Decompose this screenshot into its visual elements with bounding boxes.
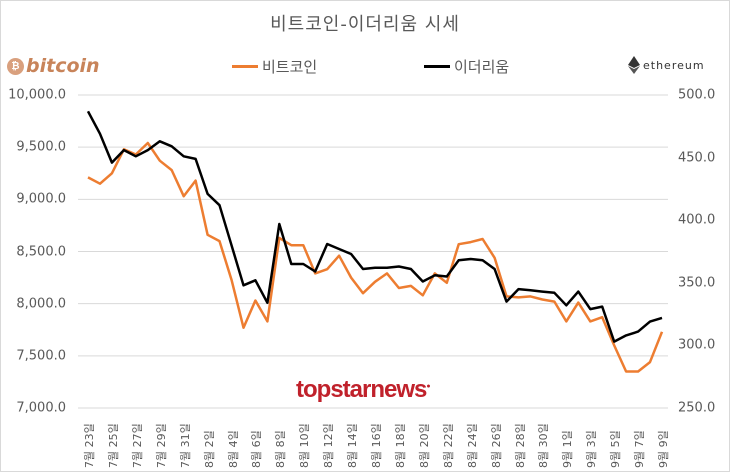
ethereum-logo: ethereum: [628, 56, 705, 74]
x-tick-label: 7월 27일: [130, 423, 144, 468]
bitcoin-coin-icon: ₿: [7, 57, 24, 75]
x-tick-label: 8월 10일: [298, 423, 312, 468]
legend-swatch-btc: [232, 65, 258, 68]
bitcoin-wordmark: bitcoin: [26, 55, 100, 77]
legend-label-eth: 이더리움: [454, 58, 510, 76]
x-tick-label: 8월 16일: [370, 423, 383, 468]
y-left-tick: 9,500.0: [16, 139, 66, 155]
legend-swatch-eth: [424, 65, 450, 68]
x-tick-label: 9월 3일: [585, 430, 599, 468]
x-tick-label: 8월 8일: [274, 430, 288, 468]
y-right-tick: 300.0: [678, 337, 716, 353]
bitcoin-logo: ₿ bitcoin: [7, 55, 100, 77]
x-tick-label: 7월 29일: [154, 423, 168, 468]
btc-line: [87, 141, 664, 373]
y-left-tick: 10,000.0: [8, 87, 66, 103]
x-tick-label: 8월 6일: [250, 430, 264, 468]
y-left-tick: 7,500.0: [16, 348, 66, 364]
x-tick-label: 8월 24일: [465, 423, 479, 468]
x-tick-label: 7월 25일: [106, 423, 120, 468]
x-tick-label: 7월 31일: [178, 423, 192, 468]
x-tick-label: 7월 23일: [83, 423, 96, 468]
x-tick-label: 9월 9일: [657, 430, 670, 468]
chart-title: 비트코인-이더리움 시세: [270, 14, 460, 35]
watermark: topstarnews●: [296, 376, 431, 403]
eth-line: [86, 110, 663, 343]
x-tick-label: 8월 18일: [393, 423, 407, 468]
y-right-tick: 400.0: [678, 212, 716, 228]
y-right-tick: 450.0: [678, 150, 716, 166]
x-tick-label: 9월 1일: [561, 430, 575, 468]
x-tick-label: 8월 2일: [202, 430, 216, 468]
legend-item-eth: 이더리움: [424, 56, 509, 77]
x-tick-label: 8월 22일: [441, 423, 455, 468]
x-tick-label: 8월 26일: [489, 423, 503, 468]
ethereum-diamond-icon: [628, 56, 640, 74]
x-tick-label: 8월 14일: [346, 423, 360, 468]
y-left-tick: 9,000.0: [16, 191, 66, 207]
x-tick-label: 9월 5일: [609, 430, 623, 468]
y-left-tick: 7,000.0: [16, 400, 66, 416]
y-right-tick: 250.0: [678, 400, 716, 416]
x-tick-label: 8월 20일: [417, 423, 431, 468]
x-tick-label: 9월 7일: [633, 430, 647, 468]
x-tick-label: 8월 4일: [226, 430, 240, 468]
legend-item-btc: 비트코인: [232, 56, 317, 77]
x-tick-label: 8월 12일: [322, 423, 336, 468]
legend-label-btc: 비트코인: [262, 58, 318, 76]
ethereum-wordmark: ethereum: [643, 58, 705, 72]
x-tick-label: 8월 28일: [513, 423, 527, 468]
y-right-tick: 500.0: [678, 87, 716, 103]
x-tick-label: 8월 30일: [537, 423, 551, 468]
y-left-tick: 8,500.0: [16, 244, 66, 259]
y-left-tick: 8,000.0: [16, 296, 66, 312]
y-right-tick: 350.0: [678, 275, 716, 291]
